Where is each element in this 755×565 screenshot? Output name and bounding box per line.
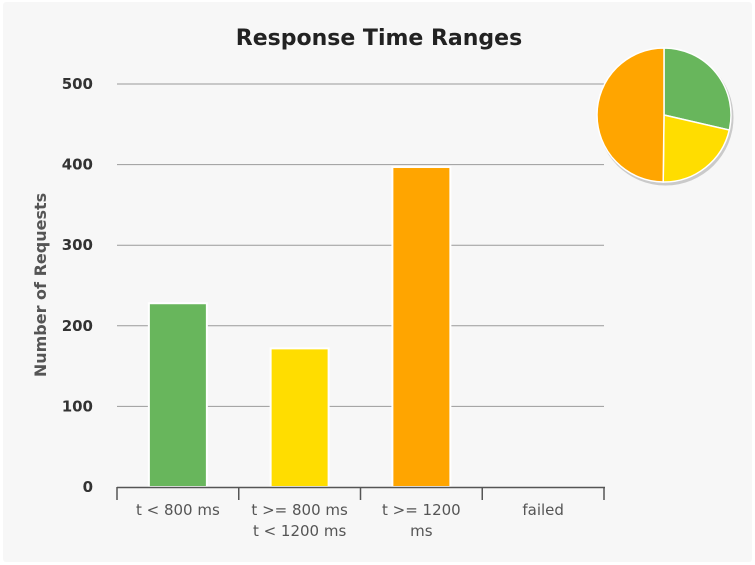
x-tick-label: t < 800 ms xyxy=(136,501,220,519)
bars xyxy=(147,166,452,489)
x-tick-label: failed xyxy=(522,501,564,519)
x-axis xyxy=(116,486,605,500)
y-tick-label: 500 xyxy=(62,75,93,93)
y-tick-label: 100 xyxy=(62,397,93,415)
bar[interactable] xyxy=(269,347,330,489)
y-tick-label: 400 xyxy=(62,156,93,174)
x-axis-tick-labels: t < 800 ms t >= 800 ms t < 1200 ms t >= 120… xyxy=(136,501,564,540)
y-tick-label: 200 xyxy=(62,317,93,335)
pie-slice[interactable] xyxy=(663,47,732,131)
chart-title: Response Time Ranges xyxy=(236,26,522,51)
y-tick-label: 300 xyxy=(62,236,93,254)
y-axis-ticks: 0 100 200 300 400 500 xyxy=(62,75,93,496)
bar[interactable] xyxy=(391,166,452,488)
x-tick-label: t >= 1200 ms xyxy=(382,501,461,540)
pie-slice[interactable] xyxy=(596,47,665,183)
inset-pie-chart xyxy=(596,47,734,186)
bar[interactable] xyxy=(147,302,208,488)
pie-slice[interactable] xyxy=(662,114,731,183)
y-tick-label: 0 xyxy=(83,478,93,496)
y-axis-label: Number of Requests xyxy=(31,193,50,377)
x-tick-label: t >= 800 ms t < 1200 ms xyxy=(251,501,348,540)
